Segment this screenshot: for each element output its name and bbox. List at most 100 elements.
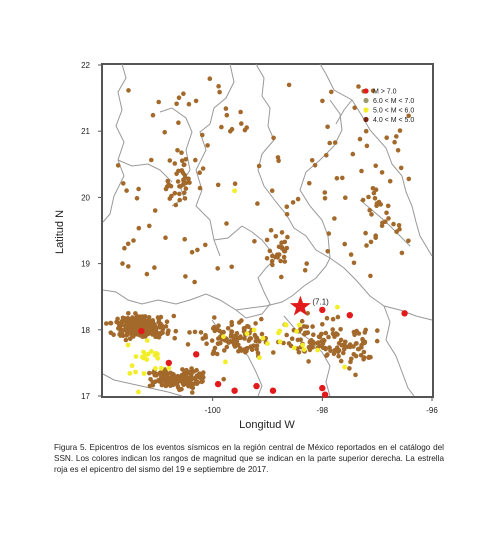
epicenter-brown bbox=[172, 190, 178, 196]
epicenter-brown bbox=[255, 350, 261, 356]
epicenter-brown bbox=[320, 98, 325, 104]
epicenter-brown bbox=[175, 148, 180, 153]
epicenter-brown bbox=[212, 328, 218, 334]
epicenter-brown bbox=[229, 322, 235, 328]
epicenter-brown bbox=[323, 330, 329, 336]
epicenter-brown bbox=[383, 219, 388, 224]
epicenter-brown bbox=[351, 260, 357, 266]
legend-label: M > 7.0 bbox=[373, 89, 397, 96]
epicenter-brown bbox=[335, 314, 341, 320]
epicenter-brown bbox=[186, 101, 192, 107]
epicenter-brown bbox=[121, 181, 126, 186]
epicenter-brown bbox=[123, 323, 128, 329]
y-tick-label: 19 bbox=[81, 260, 90, 269]
epicenter-yellow bbox=[149, 349, 154, 354]
epicenter-brown bbox=[332, 348, 338, 353]
epicenter-brown bbox=[177, 197, 182, 203]
epicenter-brown bbox=[195, 380, 201, 385]
epicenter-brown bbox=[132, 317, 138, 323]
epicenter-brown bbox=[183, 186, 189, 191]
epicenter-brown bbox=[347, 366, 352, 371]
epicenter-brown bbox=[177, 387, 182, 393]
epicenter-brown bbox=[191, 369, 197, 374]
epicenter-brown bbox=[286, 82, 292, 88]
epicenter-brown bbox=[325, 124, 330, 130]
epicenter-brown bbox=[163, 235, 168, 240]
epicenter-brown bbox=[119, 321, 124, 327]
epicenter-brown bbox=[311, 332, 316, 338]
epicenter-red bbox=[165, 359, 172, 367]
epicenter-yellow bbox=[300, 342, 306, 348]
epicenter-brown bbox=[341, 350, 346, 356]
epicenter-brown bbox=[129, 328, 135, 333]
epicenter-brown bbox=[324, 315, 330, 321]
epicenter-brown bbox=[225, 326, 231, 331]
x-tick-label: -96 bbox=[426, 406, 438, 415]
epicenter-brown bbox=[341, 346, 347, 352]
epicenter-brown bbox=[350, 151, 356, 157]
epicenter-brown bbox=[324, 153, 329, 158]
epicenter-brown bbox=[250, 343, 256, 349]
seismic-epicenter-map: (7.1) -100 -98 -96 17 18 19 20 21 22 Longitud W… bbox=[54, 61, 438, 431]
epicenter-points bbox=[104, 76, 412, 398]
epicenter-brown bbox=[216, 323, 221, 329]
epicenter-brown bbox=[192, 329, 198, 335]
epicenter-brown bbox=[172, 335, 177, 341]
epicenter-brown bbox=[364, 143, 370, 149]
epicenter-brown bbox=[318, 332, 324, 337]
epicenter-brown bbox=[279, 274, 284, 280]
epicenter-brown bbox=[224, 221, 229, 226]
epicenter-yellow bbox=[315, 347, 321, 353]
epicenter-brown bbox=[188, 375, 193, 381]
epicenter-brown bbox=[391, 221, 396, 227]
epicenter-brown bbox=[152, 326, 157, 331]
epicenter-brown bbox=[353, 372, 358, 378]
state-border-line bbox=[213, 225, 243, 241]
epicenter-brown bbox=[126, 264, 131, 269]
epicenter-brown bbox=[155, 315, 161, 320]
epicenter-brown bbox=[198, 330, 204, 335]
epicenter-yellow bbox=[291, 345, 297, 351]
epicenter-brown bbox=[298, 327, 303, 332]
epicenter-brown bbox=[170, 373, 175, 379]
epicenter-yellow bbox=[232, 188, 238, 194]
y-tick-label: 17 bbox=[81, 392, 90, 401]
epicenter-brown bbox=[219, 124, 224, 130]
epicenter-yellow bbox=[260, 335, 266, 341]
epicenter-brown bbox=[372, 196, 378, 201]
epicenter-brown bbox=[370, 88, 376, 94]
epicenter-brown bbox=[268, 228, 274, 233]
epicenter-brown bbox=[332, 140, 338, 145]
epicenter-brown bbox=[329, 89, 334, 95]
epicenter-yellow bbox=[276, 330, 281, 336]
epicenter-brown bbox=[104, 321, 109, 326]
epicenter-brown bbox=[340, 175, 345, 181]
legend-label: 6.0 < M < 7.0 bbox=[373, 98, 414, 105]
epicenter-brown bbox=[295, 196, 301, 202]
y-axis-title: Latitud N bbox=[54, 210, 66, 254]
epicenter-brown bbox=[216, 84, 221, 89]
epicenter-brown bbox=[187, 330, 192, 335]
epicenter-brown bbox=[205, 143, 210, 148]
epicenter-brown bbox=[164, 319, 170, 325]
epicenter-brown bbox=[142, 319, 148, 324]
epicenter-brown bbox=[284, 204, 290, 209]
epicenter-brown bbox=[131, 238, 136, 243]
epicenter-brown bbox=[200, 132, 205, 138]
epicenter-brown bbox=[229, 264, 234, 270]
epicenter-brown bbox=[238, 109, 243, 115]
epicenter-brown bbox=[359, 168, 364, 174]
epicenter-brown bbox=[181, 91, 186, 96]
legend-marker bbox=[363, 116, 369, 123]
epicenter-brown bbox=[299, 318, 305, 324]
state-border-line bbox=[383, 305, 415, 397]
epicenter-brown bbox=[264, 255, 270, 261]
epicenter-brown bbox=[254, 346, 259, 352]
epicenter-brown bbox=[173, 328, 179, 334]
epicenter-yellow bbox=[133, 369, 138, 375]
epicenter-brown bbox=[108, 320, 114, 326]
epicenter-brown bbox=[310, 324, 315, 329]
epicenter-brown bbox=[199, 379, 205, 385]
epicenter-brown bbox=[275, 155, 281, 160]
epicenter-brown bbox=[385, 203, 391, 209]
